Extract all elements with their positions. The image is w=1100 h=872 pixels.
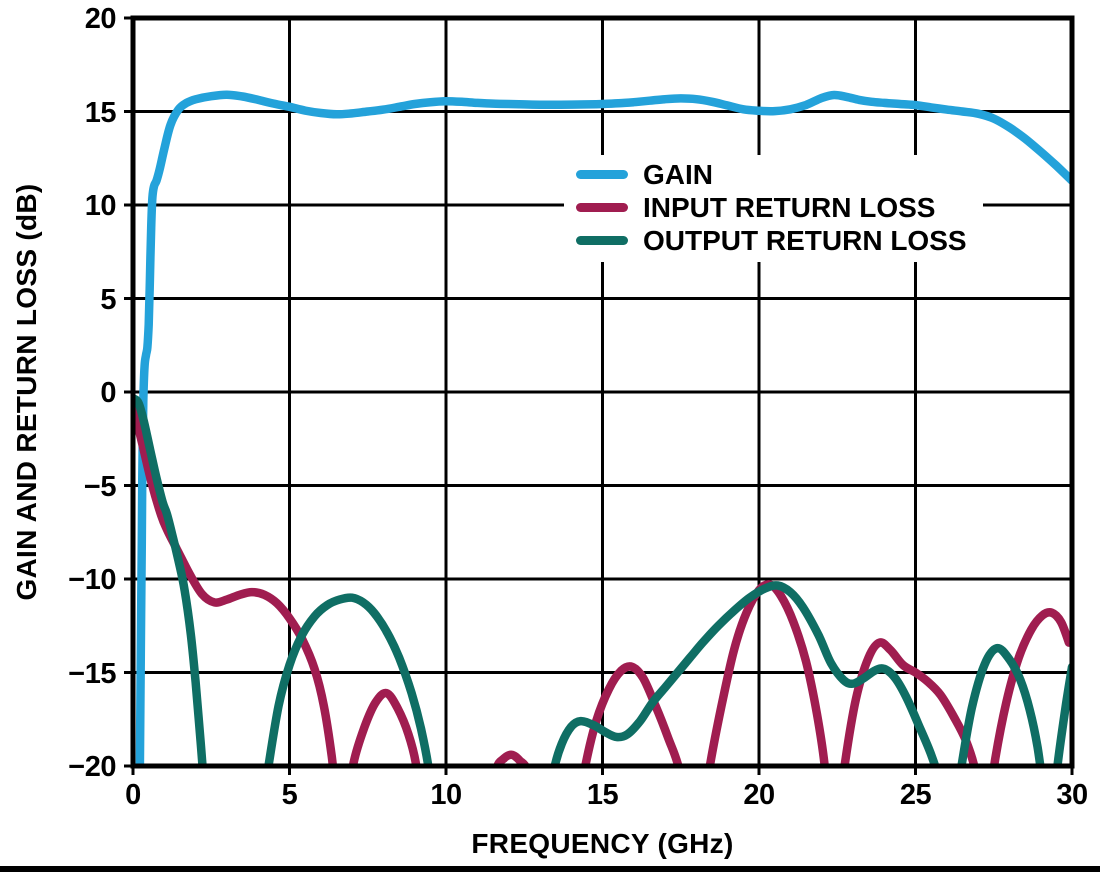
x-tick-label: 25 <box>899 779 932 811</box>
x-tick-label: 5 <box>281 779 298 811</box>
series-line-gain <box>135 90 1072 766</box>
y-axis-title: GAIN AND RETURN LOSS (dB) <box>11 183 42 601</box>
plot-frame <box>130 15 1075 769</box>
legend-label: OUTPUT RETURN LOSS <box>643 225 967 256</box>
y-tick-label: 15 <box>84 96 117 129</box>
legend-item: INPUT RETURN LOSS <box>576 191 967 224</box>
y-tick-label: −20 <box>68 751 116 783</box>
x-axis-title: FREQUENCY (GHz) <box>471 828 734 859</box>
y-tick-label: −15 <box>68 657 116 690</box>
bottom-rule <box>0 866 1100 872</box>
legend: GAIN INPUT RETURN LOSS OUTPUT RETURN LOS… <box>564 155 983 262</box>
y-tick-label: 20 <box>84 3 117 35</box>
y-tick-label: −5 <box>83 470 117 503</box>
y-tick-label: 0 <box>100 377 116 409</box>
x-tick-label: 10 <box>430 779 462 811</box>
legend-label: INPUT RETURN LOSS <box>643 192 936 223</box>
x-tick-label: 0 <box>125 779 141 811</box>
series-line-input-return-loss <box>133 404 1072 766</box>
legend-item: GAIN <box>576 158 967 191</box>
y-tick-label: 10 <box>84 190 117 222</box>
y-tick-label: −10 <box>68 564 116 596</box>
legend-line-swatch <box>576 170 628 179</box>
legend-line-swatch <box>576 203 628 212</box>
series-line-output-return-loss <box>133 394 1072 766</box>
legend-item: OUTPUT RETURN LOSS <box>576 224 967 257</box>
x-tick-label: 20 <box>743 779 775 811</box>
y-tick-label: 5 <box>100 283 116 316</box>
x-tick-label: 30 <box>1056 779 1088 811</box>
x-tick-label: 15 <box>586 779 619 811</box>
legend-label: GAIN <box>643 159 713 190</box>
legend-line-swatch <box>576 236 628 245</box>
